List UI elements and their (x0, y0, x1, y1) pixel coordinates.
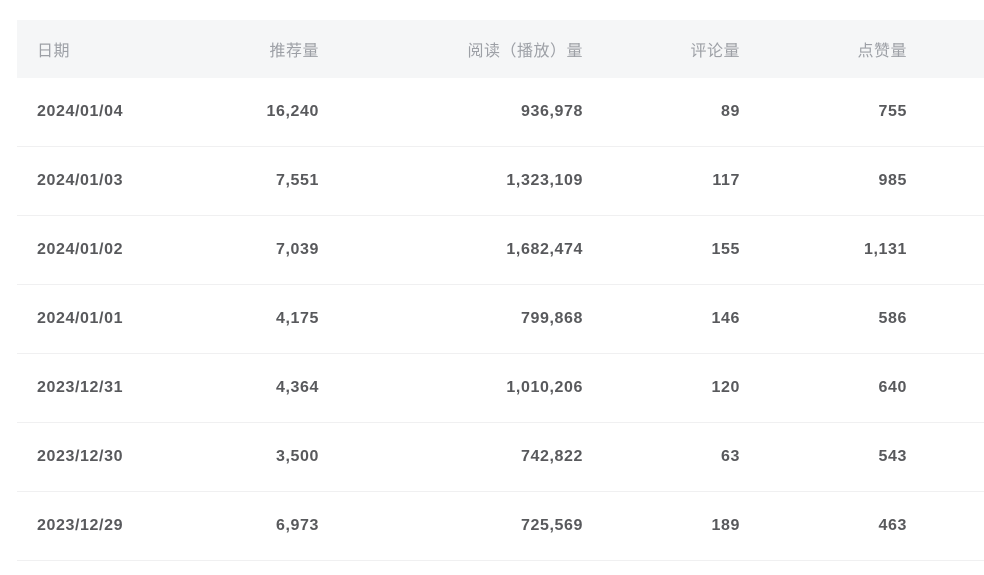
cell-like-count: 985 (878, 172, 907, 189)
table-body: 2024/01/04 16,240 936,978 89 755 2024/01… (17, 78, 984, 561)
column-header-like: 点赞量 (857, 43, 907, 60)
cell-read-play-count: 1,010,206 (506, 379, 583, 396)
cell-like-count: 640 (878, 379, 907, 396)
cell-read-play-count: 936,978 (520, 103, 583, 120)
cell-comment-count: 155 (711, 241, 740, 258)
column-header-date: 日期 (37, 43, 71, 60)
cell-read-play-count: 725,569 (520, 517, 583, 534)
cell-comment-count: 189 (711, 517, 740, 534)
cell-date: 2024/01/03 (37, 172, 124, 189)
cell-read-play-count: 799,868 (520, 310, 583, 327)
column-header-comment: 评论量 (690, 43, 740, 60)
table-row: 2024/01/02 7,039 1,682,474 155 1,131 (17, 216, 984, 285)
cell-read-play-count: 1,682,474 (506, 241, 583, 258)
table-row: 2024/01/01 4,175 799,868 146 586 (17, 285, 984, 354)
column-header-recommend: 推荐量 (269, 43, 319, 60)
cell-like-count: 1,131 (863, 241, 907, 258)
column-header-read-play: 阅读（播放）量 (467, 43, 583, 60)
cell-recommend-count: 16,240 (266, 103, 319, 120)
cell-like-count: 755 (878, 103, 907, 120)
cell-recommend-count: 6,973 (275, 517, 319, 534)
table-row: 2024/01/03 7,551 1,323,109 117 985 (17, 147, 984, 216)
cell-date: 2024/01/01 (37, 310, 124, 327)
cell-date: 2024/01/04 (37, 103, 124, 120)
table-row: 2023/12/31 4,364 1,010,206 120 640 (17, 354, 984, 423)
cell-recommend-count: 7,551 (275, 172, 319, 189)
cell-like-count: 543 (878, 448, 907, 465)
table-row: 2024/01/04 16,240 936,978 89 755 (17, 78, 984, 147)
cell-recommend-count: 4,364 (275, 379, 319, 396)
cell-comment-count: 63 (721, 448, 740, 465)
cell-date: 2023/12/29 (37, 517, 124, 534)
cell-read-play-count: 1,323,109 (506, 172, 583, 189)
cell-date: 2024/01/02 (37, 241, 124, 258)
cell-recommend-count: 7,039 (275, 241, 319, 258)
table-row: 2023/12/30 3,500 742,822 63 543 (17, 423, 984, 492)
cell-recommend-count: 4,175 (275, 310, 319, 327)
cell-comment-count: 146 (711, 310, 740, 327)
cell-comment-count: 117 (712, 172, 740, 189)
cell-date: 2023/12/30 (37, 448, 124, 465)
stats-table: 日期 推荐量 阅读（播放）量 评论量 点赞量 2024/01/04 16,240… (17, 20, 984, 561)
cell-date: 2023/12/31 (37, 379, 124, 396)
table-row: 2023/12/29 6,973 725,569 189 463 (17, 492, 984, 561)
cell-read-play-count: 742,822 (520, 448, 583, 465)
cell-like-count: 586 (878, 310, 907, 327)
cell-comment-count: 89 (721, 103, 740, 120)
cell-comment-count: 120 (711, 379, 740, 396)
cell-like-count: 463 (878, 517, 907, 534)
cell-recommend-count: 3,500 (275, 448, 319, 465)
table-header-row: 日期 推荐量 阅读（播放）量 评论量 点赞量 (17, 20, 984, 78)
